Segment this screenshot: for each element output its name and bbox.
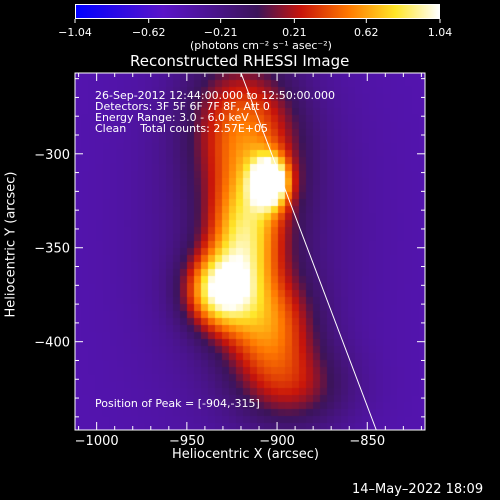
x-tick-label: −1000 [75,434,119,449]
colorbar-units-label: (photons cm⁻² s⁻¹ asec⁻²) [190,39,332,52]
annotation-energy: Energy Range: 3.0 - 6.0 keV [95,111,249,124]
colorbar-tick-label: −0.62 [132,26,166,39]
annotation-peak-position: Position of Peak = [-904,-315] [95,397,260,410]
colorbar-ticks: −1.04 −0.62 −0.21 0.21 0.62 1.04 [58,19,453,39]
annotation-method: Clean Total counts: 2.57E+05 [95,122,269,135]
y-tick-label: −400 [34,336,70,351]
x-tick-label: −950 [169,434,205,449]
y-axis-label: Heliocentric Y (arcsec) [3,171,19,318]
colorbar-tick-label: 0.21 [282,26,307,39]
annotation-detectors: Detectors: 3F 5F 6F 7F 8F, Att 0 [95,100,270,113]
x-axis-label: Heliocentric X (arcsec) [172,447,319,462]
x-tick-label: −900 [259,434,295,449]
y-tick-label: −300 [34,148,70,163]
colorbar-tick-label: −1.04 [58,26,92,39]
colorbar [75,4,440,19]
colorbar-tick-label: 0.62 [354,26,379,39]
colorbar-tick-label: −0.21 [204,26,238,39]
solar-limb-line [240,73,377,430]
date-stamp: 14–May–2022 18:09 [352,482,484,497]
colorbar-tick-label: 1.04 [428,26,453,39]
plot-frame [74,72,426,431]
plot-title: Reconstructed RHESSI Image [130,52,350,70]
heatmap-image [75,73,425,430]
y-tick-label: −350 [34,242,70,257]
annotation-time-range: 26-Sep-2012 12:44:00.000 to 12:50:00.000 [95,89,335,102]
x-tick-label: −850 [349,434,385,449]
